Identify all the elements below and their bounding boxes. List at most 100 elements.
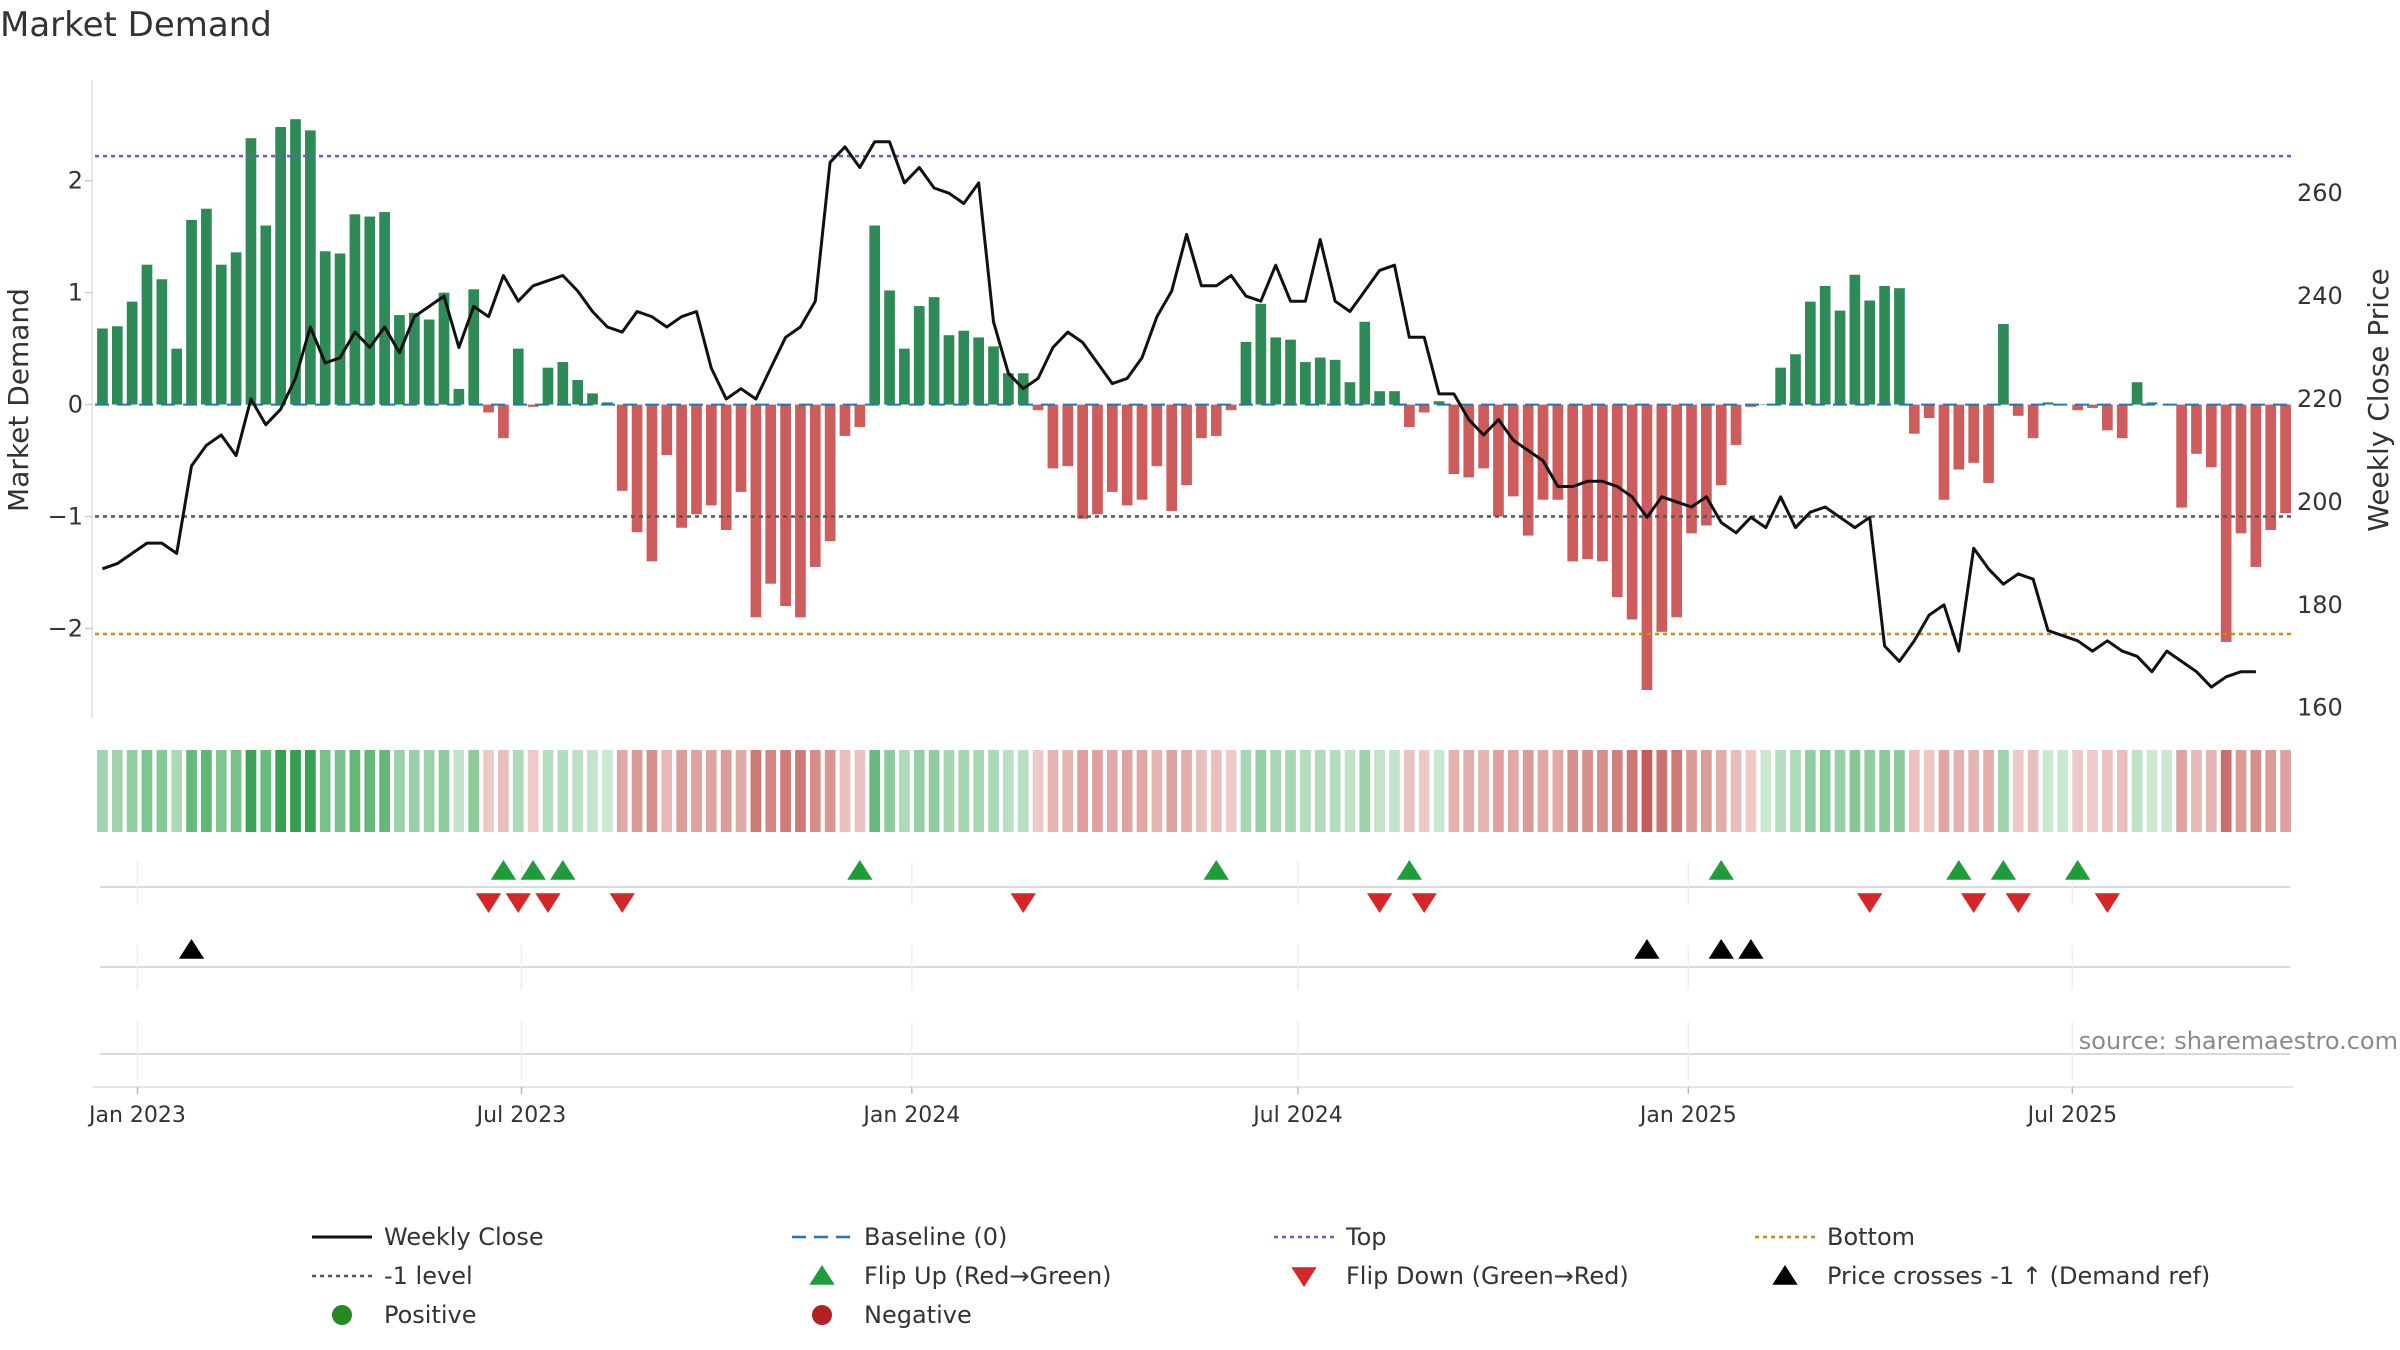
demand-bar <box>1507 404 1519 497</box>
demand-bar <box>1062 404 1074 467</box>
chart-title: Market Demand <box>0 5 272 45</box>
demand-bar <box>245 138 257 405</box>
heat-cell <box>884 750 895 832</box>
demand-bar <box>304 130 316 405</box>
flip-down-marker <box>1857 893 1883 913</box>
demand-bar <box>705 404 717 506</box>
heat-cell <box>468 750 480 832</box>
heat-cell <box>2057 750 2069 832</box>
heat-cell <box>1285 750 1296 832</box>
demand-bar <box>720 404 732 530</box>
demand-bar <box>468 289 480 405</box>
x-axis: Jan 2023 Jul 2023 Jan 2024 Jul 2024 Jan 2025… <box>87 1086 2293 1128</box>
demand-bar <box>1433 401 1445 405</box>
heat-cell <box>943 750 955 832</box>
demand-bar <box>1879 285 1890 405</box>
heat-cell <box>1240 750 1252 832</box>
heat-cell <box>111 750 123 832</box>
heat-cell <box>290 750 301 832</box>
demand-bar <box>2265 404 2277 530</box>
demand-bar <box>527 404 539 407</box>
heat-cell <box>2265 750 2277 832</box>
demand-bar <box>1032 404 1044 411</box>
demand-bar <box>126 301 138 405</box>
heat-cell <box>1923 750 1935 832</box>
demand-bar <box>1552 404 1564 500</box>
heat-cell <box>498 750 509 832</box>
demand-bar <box>1181 404 1192 486</box>
heat-cell <box>1448 750 1460 832</box>
demand-bar <box>1701 404 1712 526</box>
heat-cell <box>824 750 836 832</box>
heat-cell <box>809 750 821 832</box>
demand-bar <box>587 393 598 405</box>
demand-bar <box>2280 404 2291 514</box>
demand-bar <box>869 225 881 405</box>
heat-cell <box>780 750 791 832</box>
demand-bar <box>1493 404 1504 517</box>
heat-cell <box>765 750 777 832</box>
heat-cell <box>1804 750 1816 832</box>
demand-bar <box>1953 404 1965 470</box>
heat-cell <box>2280 750 2291 832</box>
demand-bar <box>453 388 465 405</box>
demand-bar <box>1686 404 1697 534</box>
demand-bar <box>1938 404 1950 500</box>
heat-cell <box>750 750 762 832</box>
demand-bar <box>1760 404 1772 406</box>
flip-up-marker <box>550 860 576 880</box>
flip-down-marker <box>2005 893 2031 913</box>
price-cross-marker <box>1708 939 1734 959</box>
heat-cell <box>201 750 212 832</box>
heat-cell <box>1537 750 1549 832</box>
demand-bar <box>839 404 851 436</box>
heat-cell <box>2042 750 2054 832</box>
demand-bar <box>379 212 390 405</box>
heat-cell <box>691 750 702 832</box>
flip-down-marker <box>535 893 561 913</box>
flip-up-marker <box>1708 860 1734 880</box>
heat-cell <box>2116 750 2128 832</box>
demand-bar <box>1730 404 1742 445</box>
heat-cell <box>1225 750 1237 832</box>
demand-bar <box>1329 359 1341 405</box>
demand-bar <box>1537 404 1549 500</box>
heat-cell <box>2027 750 2039 832</box>
heat-cell <box>1507 750 1519 832</box>
demand-bar <box>1626 404 1638 620</box>
heat-cell <box>958 750 970 832</box>
heat-cell <box>1656 750 1668 832</box>
legend-swatch <box>332 1305 352 1325</box>
demand-bar <box>809 404 821 567</box>
flip-down-marker <box>2094 893 2120 913</box>
heat-cell <box>141 750 153 832</box>
heat-cell <box>1611 750 1623 832</box>
heat-cell <box>1389 750 1400 832</box>
legend-swatch <box>809 1265 835 1285</box>
heat-cell <box>1715 750 1727 832</box>
heat-cell <box>572 750 584 832</box>
heat-cell <box>973 750 985 832</box>
legend-swatch <box>1291 1267 1317 1287</box>
demand-bar <box>2220 404 2232 642</box>
demand-bar <box>1656 404 1668 632</box>
heat-cell <box>1329 750 1341 832</box>
heat-cell <box>2131 750 2143 832</box>
legend-label: Positive <box>384 1301 477 1329</box>
demand-bar <box>943 335 955 405</box>
demand-bar <box>899 348 910 405</box>
heat-cell <box>1641 750 1653 832</box>
heat-cell <box>408 750 420 832</box>
heat-cell <box>319 750 331 832</box>
heat-cell <box>2220 750 2232 832</box>
demand-bar <box>1240 341 1252 405</box>
legend-label: Bottom <box>1827 1223 1915 1251</box>
heat-strip <box>97 750 2291 832</box>
demand-bar <box>394 315 405 405</box>
demand-bar <box>1522 404 1534 536</box>
heat-cell <box>631 750 643 832</box>
demand-bar <box>1047 404 1059 469</box>
flip-up-marker <box>1946 860 1972 880</box>
heat-cell <box>2250 750 2262 832</box>
heat-cell <box>334 750 346 832</box>
